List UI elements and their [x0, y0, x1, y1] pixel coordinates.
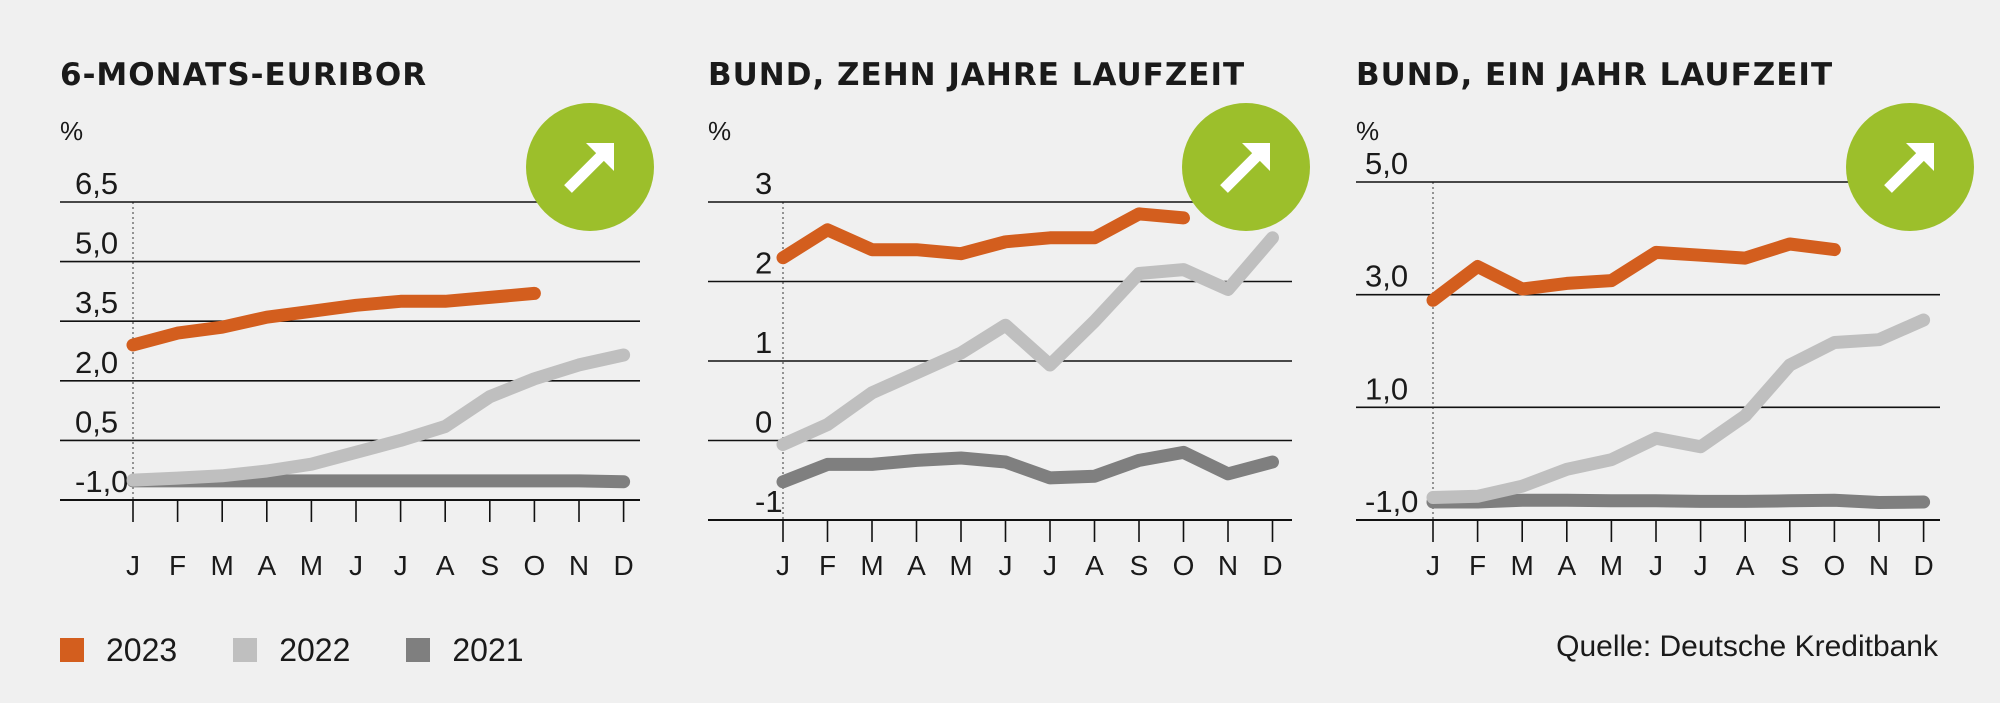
chart-1-series-2023: [126, 286, 541, 352]
chart-1-y-tick-label: 6,5: [75, 166, 118, 201]
chart-1-x-tick-label: J: [394, 550, 408, 581]
chart-1-y-tick-label: 0,5: [75, 404, 118, 439]
chart-3-unit-label: %: [1356, 116, 1379, 146]
chart-3-trend-icon-head: [1906, 143, 1934, 171]
chart-3-arrow-up-right-icon: [1846, 103, 1974, 231]
chart-1: 6-MONATS-EURIBOR%6,55,03,52,00,5-1,0J F M A…: [60, 57, 654, 581]
chart-1-y-tick-label: 5,0: [75, 226, 118, 261]
legend-item-2022: 2022: [233, 632, 350, 669]
chart-3-x-tick-label: N: [1869, 550, 1889, 581]
chart-1-x-tick-label: A: [436, 550, 455, 581]
chart-2-x-tick-label: M: [860, 550, 883, 581]
chart-1-x-tick-label: N: [569, 550, 589, 581]
legend-label-2021: 2021: [452, 631, 524, 668]
legend: 2023 2022 2021: [60, 628, 580, 672]
legend-item-2023: 2023: [60, 632, 177, 669]
chart-1-x-tick-label: M: [211, 550, 234, 581]
chart-2-y-tick-label: 0: [755, 405, 772, 440]
chart-1-x-tick-label: J: [126, 550, 140, 581]
chart-1-title: 6-MONATS-EURIBOR: [60, 57, 427, 93]
chart-1-x-tick-label: D: [613, 550, 633, 581]
chart-3-series-2023: [1426, 237, 1841, 307]
chart-3-x-tick-label: S: [1780, 550, 1799, 581]
chart-2-x-tick-label: O: [1173, 550, 1195, 581]
chart-3-x-tick-label: F: [1469, 550, 1486, 581]
chart-3-x-tick-label: M: [1511, 550, 1534, 581]
chart-2-series-2021: [776, 445, 1279, 489]
chart-3-x-tick-label: D: [1913, 550, 1933, 581]
legend-item-2021: 2021: [406, 631, 524, 669]
chart-1-unit-label: %: [60, 116, 83, 146]
chart-3-x-tick-label: O: [1824, 550, 1846, 581]
chart-2-y-tick-label: 3: [755, 166, 772, 201]
chart-2-x-tick-label: N: [1218, 550, 1238, 581]
chart-2-x-tick-label: A: [1085, 550, 1104, 581]
chart-2-x-tick-label: M: [949, 550, 972, 581]
chart-3-x-tick-label: J: [1426, 550, 1440, 581]
chart-2-x-tick-label: S: [1130, 550, 1149, 581]
chart-1-x-tick-label: M: [300, 550, 323, 581]
chart-2-arrow-up-right-icon: [1182, 103, 1310, 231]
chart-1-y-tick-label: 2,0: [75, 345, 118, 380]
chart-3-x-tick-label: M: [1600, 550, 1623, 581]
chart-1-x-tick-label: F: [169, 550, 186, 581]
chart-3-x-tick-label: J: [1694, 550, 1708, 581]
chart-2-y-tick-label: 2: [755, 246, 772, 281]
chart-1-x-tick-label: J: [349, 550, 363, 581]
chart-2-unit-label: %: [708, 116, 731, 146]
chart-3-title: BUND, EIN JAHR LAUFZEIT: [1356, 57, 1833, 93]
chart-2-x-tick-label: F: [819, 550, 836, 581]
source-note: Quelle: Deutsche Kreditbank: [1556, 630, 1938, 663]
chart-3-trend-icon-shaft: [1884, 149, 1928, 193]
chart-2-title: BUND, ZEHN JAHRE LAUFZEIT: [708, 57, 1245, 93]
chart-2-trend-icon-shaft: [1220, 149, 1264, 193]
legend-label-2022: 2022: [279, 631, 351, 668]
chart-3-x-tick-label: J: [1649, 550, 1663, 581]
chart-3-x-tick-label: A: [1557, 550, 1576, 581]
chart-3-y-tick-label: -1,0: [1365, 484, 1418, 519]
chart-3-x-tick-label: A: [1736, 550, 1755, 581]
chart-2-series-2022: [776, 231, 1279, 451]
legend-swatch-2021: [406, 638, 431, 662]
chart-1-trend-icon-shaft: [564, 149, 608, 193]
chart-3-series-2021: [1426, 493, 1931, 509]
chart-2-y-tick-label: 1: [755, 325, 772, 360]
chart-2-x-tick-label: J: [776, 550, 790, 581]
chart-1-x-tick-label: A: [257, 550, 276, 581]
chart-3-y-tick-label: 5,0: [1365, 146, 1408, 181]
chart-1-x-tick-label: S: [480, 550, 499, 581]
chart-1-y-tick-label: -1,0: [75, 464, 128, 499]
chart-3-y-tick-label: 3,0: [1365, 259, 1408, 294]
chart-2-x-tick-label: J: [1043, 550, 1057, 581]
chart-2-x-tick-label: J: [999, 550, 1013, 581]
chart-1-arrow-up-right-icon: [526, 103, 654, 231]
chart-2-series-2023: [776, 207, 1190, 265]
chart-1-x-tick-label: O: [524, 550, 546, 581]
chart-1-y-tick-label: 3,5: [75, 285, 118, 320]
legend-swatch-2023: [60, 638, 84, 662]
chart-2-trend-icon-head: [1242, 143, 1270, 171]
legend-swatch-2022: [233, 638, 258, 662]
chart-2-x-tick-label: D: [1262, 550, 1282, 581]
chart-3-series-2022: [1426, 313, 1931, 504]
chart-1-trend-icon-head: [586, 143, 614, 171]
chart-3: BUND, EIN JAHR LAUFZEIT%5,03,01,0-1,0J F M…: [1356, 57, 1974, 581]
chart-3-y-tick-label: 1,0: [1365, 371, 1408, 406]
chart-1-series-2022: [126, 348, 631, 487]
chart-2-y-tick-label: -1: [755, 484, 783, 519]
legend-label-2023: 2023: [106, 631, 178, 668]
chart-2-x-tick-label: A: [907, 550, 926, 581]
